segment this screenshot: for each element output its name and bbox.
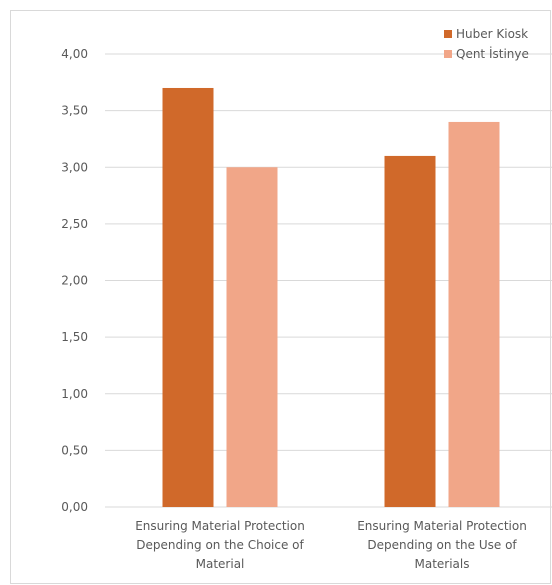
y-tick-label-2: 1,00: [61, 387, 88, 401]
y-tick-label-7: 3,50: [61, 104, 88, 118]
y-tick-label-5: 2,50: [61, 217, 88, 231]
x-category-label-line: Ensuring Material Protection: [135, 519, 305, 533]
bar-series1-cat1: [448, 121, 500, 507]
legend-swatch-0: [444, 30, 452, 38]
x-category-label-line: Depending on the Choice of: [136, 538, 304, 552]
y-tick-label-8: 4,00: [61, 47, 88, 61]
y-tick-label-4: 2,00: [61, 274, 88, 288]
legend-label-0: Huber Kiosk: [456, 27, 528, 41]
legend-swatch-1: [444, 50, 452, 58]
bar-series1-cat0: [226, 167, 278, 507]
y-tick-label-1: 0,50: [61, 443, 88, 457]
x-category-label-line: Materials: [414, 557, 469, 571]
x-category-label-0: Ensuring Material Protection Depending on…: [135, 519, 305, 571]
bar-series0-cat0: [162, 87, 214, 507]
legend-label-1: Qent İstinye: [456, 46, 529, 61]
bar-series0-cat1: [384, 155, 436, 508]
y-tick-label-3: 1,50: [61, 330, 88, 344]
x-category-label-1: Ensuring Material Protection Depending on…: [357, 519, 527, 571]
x-category-label-line: Ensuring Material Protection: [357, 519, 527, 533]
y-tick-label-6: 3,00: [61, 160, 88, 174]
y-tick-label-0: 0,00: [61, 500, 88, 514]
x-category-label-line: Material: [196, 557, 245, 571]
x-category-label-line: Depending on the Use of: [367, 538, 517, 552]
